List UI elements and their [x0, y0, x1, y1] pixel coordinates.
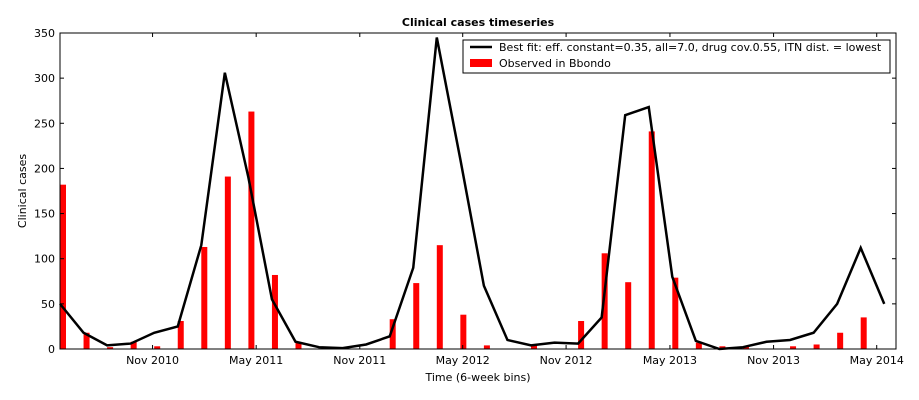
x-tick-label: May 2012 [436, 354, 490, 367]
best-fit-line-layer [59, 37, 886, 351]
observed-bar [625, 282, 632, 349]
observed-bar [672, 277, 679, 349]
y-tick-label: 100 [34, 253, 55, 266]
legend-box [462, 39, 891, 74]
y-axis-ticks: 0 50 100 150 200 250 300 350 [34, 27, 896, 356]
legend: Best fit: eff. constant=0.35, all=7.0, d… [462, 39, 891, 74]
x-tick-label: Nov 2012 [540, 354, 593, 367]
observed-bar [813, 344, 820, 349]
x-tick-label: Nov 2010 [126, 354, 179, 367]
observed-bar [177, 321, 184, 349]
y-tick-label: 350 [34, 27, 55, 40]
x-tick-label: Nov 2013 [747, 354, 800, 367]
observed-bar [271, 274, 278, 349]
observed-bar [224, 176, 231, 349]
observed-bar [860, 317, 867, 349]
observed-bar [578, 321, 585, 349]
observed-bar [201, 246, 208, 349]
x-tick-label: May 2013 [643, 354, 697, 367]
observed-bar [837, 332, 844, 349]
observed-bar [483, 345, 490, 349]
y-tick-label: 150 [34, 208, 55, 221]
chart-title: Clinical cases timeseries [402, 16, 555, 29]
y-tick-label: 0 [48, 343, 55, 356]
y-tick-label: 300 [34, 72, 55, 85]
y-tick-label: 250 [34, 117, 55, 130]
observed-bar [130, 341, 137, 349]
observed-bar [83, 332, 90, 349]
x-tick-label: May 2011 [229, 354, 283, 367]
observed-bar [154, 346, 161, 349]
observed-bar [60, 184, 66, 349]
observed-bar [695, 342, 702, 349]
observed-bar [436, 245, 443, 349]
observed-bar [248, 111, 255, 349]
x-tick-label: May 2014 [850, 354, 904, 367]
legend-label-observed: Observed in Bbondo [499, 57, 611, 70]
observed-bar [531, 344, 537, 349]
observed-bar [648, 131, 655, 349]
best-fit-line [59, 37, 886, 351]
y-axis-label: Clinical cases [16, 154, 29, 228]
observed-bar [460, 314, 467, 349]
observed-bar [413, 283, 420, 349]
y-tick-label: 50 [41, 298, 55, 311]
x-axis-ticks: Nov 2010 May 2011 Nov 2011 May 2012 Nov 2012… [126, 33, 904, 367]
observed-bar [107, 347, 114, 349]
observed-bar [389, 319, 396, 349]
y-tick-label: 200 [34, 162, 55, 175]
x-tick-label: Nov 2011 [333, 354, 386, 367]
observed-bar [790, 346, 797, 349]
plot-frame [59, 32, 897, 350]
x-axis-label: Time (6-week bins) [424, 371, 530, 384]
legend-label-best-fit: Best fit: eff. constant=0.35, all=7.0, d… [499, 41, 882, 54]
legend-bar-swatch [470, 59, 492, 67]
observed-bar [295, 342, 302, 349]
